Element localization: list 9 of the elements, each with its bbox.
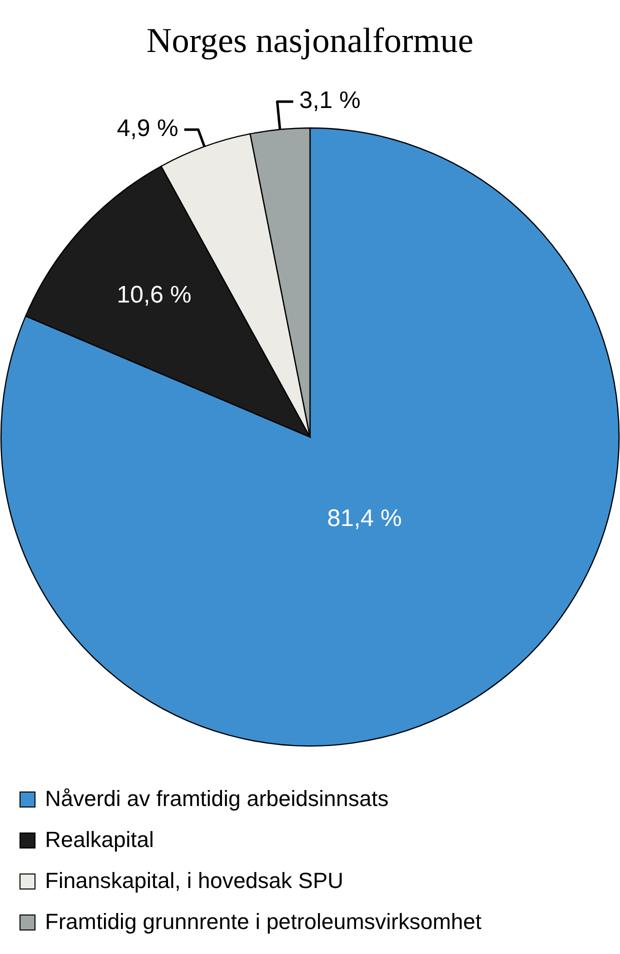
data-label: 10,6 %	[116, 281, 192, 308]
legend-label: Realkapital	[45, 826, 154, 852]
data-label: 4,9 %	[116, 115, 178, 142]
legend-label: Nåverdi av framtidig arbeidsinnsats	[45, 786, 389, 811]
data-label: 3,1 %	[299, 86, 361, 114]
data-label: 81,4 %	[327, 504, 402, 532]
legend-label: Finanskapital, i hovedsak SPU	[45, 868, 344, 893]
chart-title: Norges nasjonalformue	[146, 21, 474, 60]
legend-label: Framtidig grunnrente i petroleumsvirksomhet	[45, 908, 482, 934]
